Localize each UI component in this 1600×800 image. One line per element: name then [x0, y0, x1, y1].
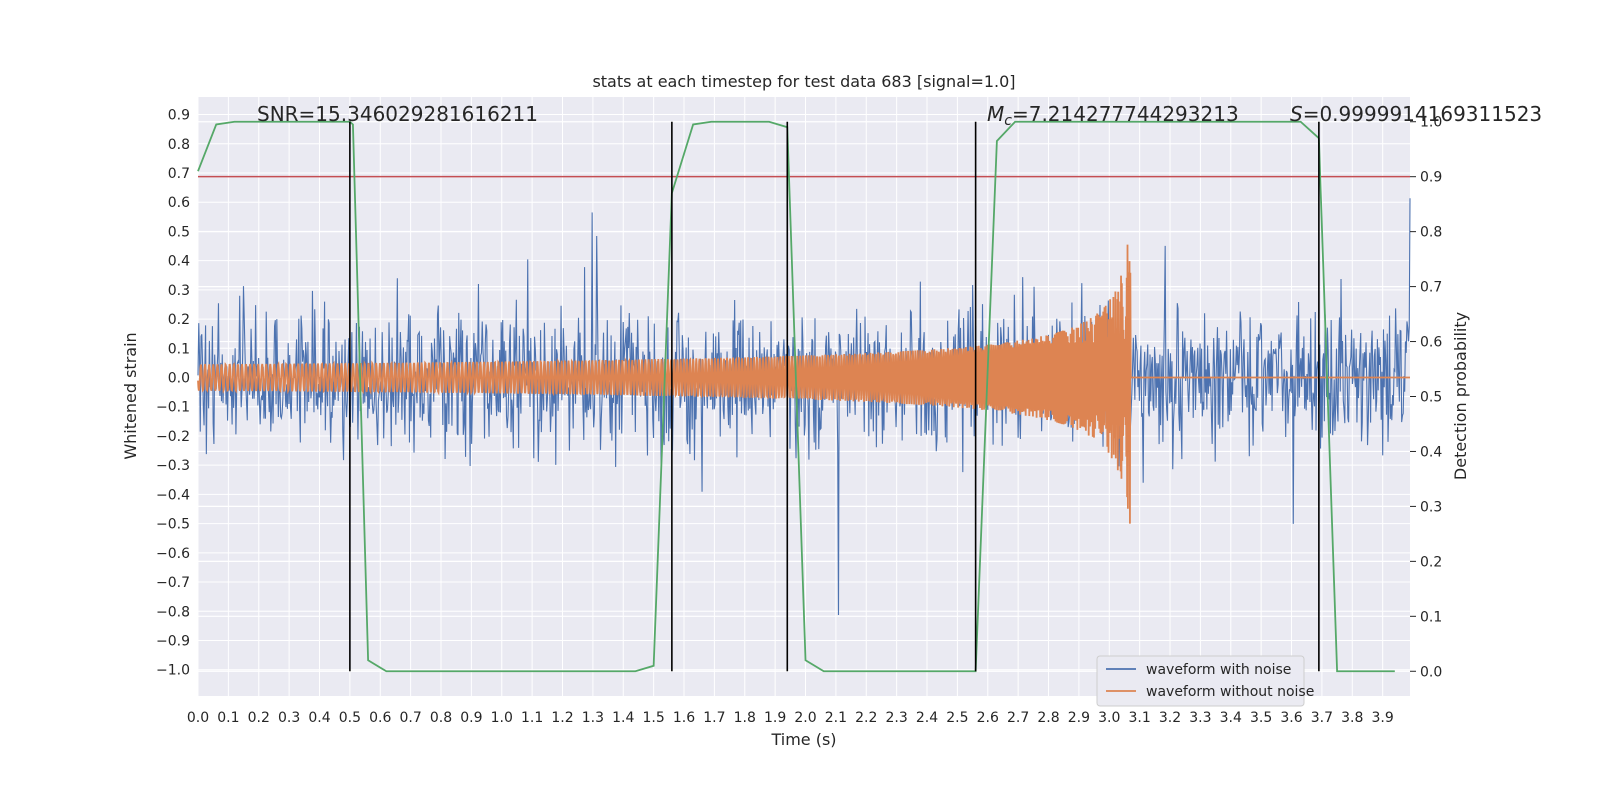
- y-left-tick-labels: 0.9 0.8 0.7 0.6 0.5 0.4 0.3 0.2 0.1 0.0 −0.1 −0.2 −0…: [156, 108, 190, 679]
- x-tick-label-39: 3.9: [1372, 710, 1394, 726]
- y-left-tick-label-11: −0.2: [156, 429, 190, 445]
- x-tick-label-34: 3.4: [1220, 710, 1242, 726]
- x-tick-label-22: 2.2: [855, 710, 877, 726]
- x-tick-label-16: 1.6: [673, 710, 695, 726]
- vertical-lines: [349, 121, 1320, 672]
- y-left-tick-label-14: −0.5: [156, 517, 190, 533]
- x-tick-label-0: 0.0: [187, 710, 209, 726]
- y-left-tick-label-6: 0.3: [168, 283, 190, 299]
- y-right-tick-label-6: 0.4: [1420, 444, 1442, 460]
- x-tick-labels: 0.0 0.1 0.2 0.3 0.4 0.5 0.6 0.7 0.8 0.9 1.0 1.1 1.2 1…: [187, 710, 1394, 726]
- y-left-tick-label-3: 0.6: [168, 195, 190, 211]
- x-tick-label-28: 2.8: [1037, 710, 1059, 726]
- y-right-tick-label-8: 0.2: [1420, 554, 1442, 570]
- y-right-tick-label-5: 0.5: [1420, 390, 1442, 406]
- x-tick-label-18: 1.8: [734, 710, 756, 726]
- legend-noise-label: waveform with noise: [1146, 662, 1291, 678]
- chirp-mass-annotation: Mc=7.214277744293213: [987, 102, 1239, 129]
- x-tick-label-21: 2.1: [825, 710, 847, 726]
- y-left-tick-label-13: −0.4: [156, 487, 190, 503]
- y-right-tick-label-9: 0.1: [1420, 609, 1442, 625]
- chart-title: stats at each timestep for test data 683…: [592, 72, 1015, 91]
- x-tick-label-10: 1.0: [491, 710, 513, 726]
- x-tick-label-14: 1.4: [612, 710, 634, 726]
- s-symbol: S: [1290, 102, 1303, 126]
- x-tick-label-24: 2.4: [916, 710, 938, 726]
- noise-waveform-line: [197, 198, 1411, 616]
- x-tick-label-31: 3.1: [1129, 710, 1151, 726]
- x-tick-label-9: 0.9: [460, 710, 482, 726]
- y-right-tick-label-7: 0.3: [1420, 499, 1442, 515]
- x-tick-label-37: 3.7: [1311, 710, 1333, 726]
- y-left-tick-label-8: 0.1: [168, 341, 190, 357]
- x-tick-label-20: 2.0: [794, 710, 816, 726]
- x-tick-label-25: 2.5: [946, 710, 968, 726]
- s-annotation: S=0.9999914169311523: [1290, 102, 1542, 126]
- x-tick-label-11: 1.1: [521, 710, 543, 726]
- y-left-tick-label-15: −0.6: [156, 546, 190, 562]
- chirp-mass-subscript: c: [1004, 113, 1012, 129]
- y-right-tick-label-1: 0.9: [1420, 170, 1442, 186]
- legend-box: [1096, 655, 1305, 707]
- x-tick-label-5: 0.5: [339, 710, 361, 726]
- chirp-series: [197, 244, 1410, 524]
- x-tick-label-19: 1.9: [764, 710, 786, 726]
- y-left-tick-label-4: 0.5: [168, 224, 190, 240]
- y-left-tick-label-9: 0.0: [168, 371, 190, 387]
- x-tick-label-29: 2.9: [1068, 710, 1090, 726]
- x-tick-label-13: 1.3: [582, 710, 604, 726]
- y-left-tick-label-19: −1.0: [156, 663, 190, 679]
- x-tick-label-33: 3.3: [1189, 710, 1211, 726]
- detection-probability-line: [197, 120, 1395, 673]
- x-tick-label-1: 0.1: [217, 710, 239, 726]
- y-left-tick-label-17: −0.8: [156, 604, 190, 620]
- y-left-tick-label-2: 0.7: [168, 166, 190, 182]
- y-left-tick-label-10: −0.1: [156, 400, 190, 416]
- x-tick-label-15: 1.5: [643, 710, 665, 726]
- y-right-tick-label-0: 1.0: [1420, 115, 1442, 131]
- y-right-tick-labels: 1.0 0.9 0.8 0.7 0.6 0.5 0.4 0.3 0.2 0.1 0.0: [1410, 115, 1442, 680]
- chirp-mass-symbol: M: [987, 102, 1004, 126]
- y-right-tick-label-10: 0.0: [1420, 664, 1442, 680]
- y-right-tick-label-4: 0.6: [1420, 335, 1442, 351]
- clean-waveform-line: [197, 244, 1410, 524]
- chirp-mass-value: =7.214277744293213: [1012, 102, 1239, 126]
- x-tick-label-38: 3.8: [1341, 710, 1363, 726]
- x-tick-label-36: 3.6: [1280, 710, 1302, 726]
- x-tick-label-23: 2.3: [886, 710, 908, 726]
- noise-series: [197, 198, 1411, 616]
- x-tick-label-35: 3.5: [1250, 710, 1272, 726]
- x-tick-label-26: 2.6: [977, 710, 999, 726]
- x-tick-label-3: 0.3: [278, 710, 300, 726]
- legend: waveform with noise waveform without noi…: [1096, 655, 1314, 707]
- y-left-tick-label-18: −0.9: [156, 633, 190, 649]
- y-left-tick-label-7: 0.2: [168, 312, 190, 328]
- x-tick-label-30: 3.0: [1098, 710, 1120, 726]
- y-right-axis-label: Detection probability: [1451, 312, 1470, 480]
- x-tick-label-7: 0.7: [399, 710, 421, 726]
- x-tick-label-17: 1.7: [703, 710, 725, 726]
- x-tick-label-4: 0.4: [308, 710, 330, 726]
- y-left-tick-label-0: 0.9: [168, 108, 190, 124]
- legend-chirp-label: waveform without noise: [1146, 684, 1314, 700]
- x-tick-label-32: 3.2: [1159, 710, 1181, 726]
- y-left-tick-label-1: 0.8: [168, 137, 190, 153]
- x-tick-label-8: 0.8: [430, 710, 452, 726]
- y-right-tick-label-2: 0.8: [1420, 225, 1442, 241]
- y-left-axis-label: Whitened strain: [121, 332, 140, 459]
- x-tick-label-27: 2.7: [1007, 710, 1029, 726]
- x-axis-label: Time (s): [770, 730, 836, 749]
- y-left-tick-label-12: −0.3: [156, 458, 190, 474]
- s-value: =0.9999914169311523: [1303, 102, 1542, 126]
- y-left-tick-label-16: −0.7: [156, 575, 190, 591]
- y-left-tick-label-5: 0.4: [168, 254, 190, 270]
- x-tick-label-6: 0.6: [369, 710, 391, 726]
- y-right-tick-label-3: 0.7: [1420, 280, 1442, 296]
- probability-series: [197, 120, 1395, 673]
- x-tick-label-2: 0.2: [248, 710, 270, 726]
- x-tick-label-12: 1.2: [551, 710, 573, 726]
- snr-annotation: SNR=15.346029281616211: [257, 102, 538, 126]
